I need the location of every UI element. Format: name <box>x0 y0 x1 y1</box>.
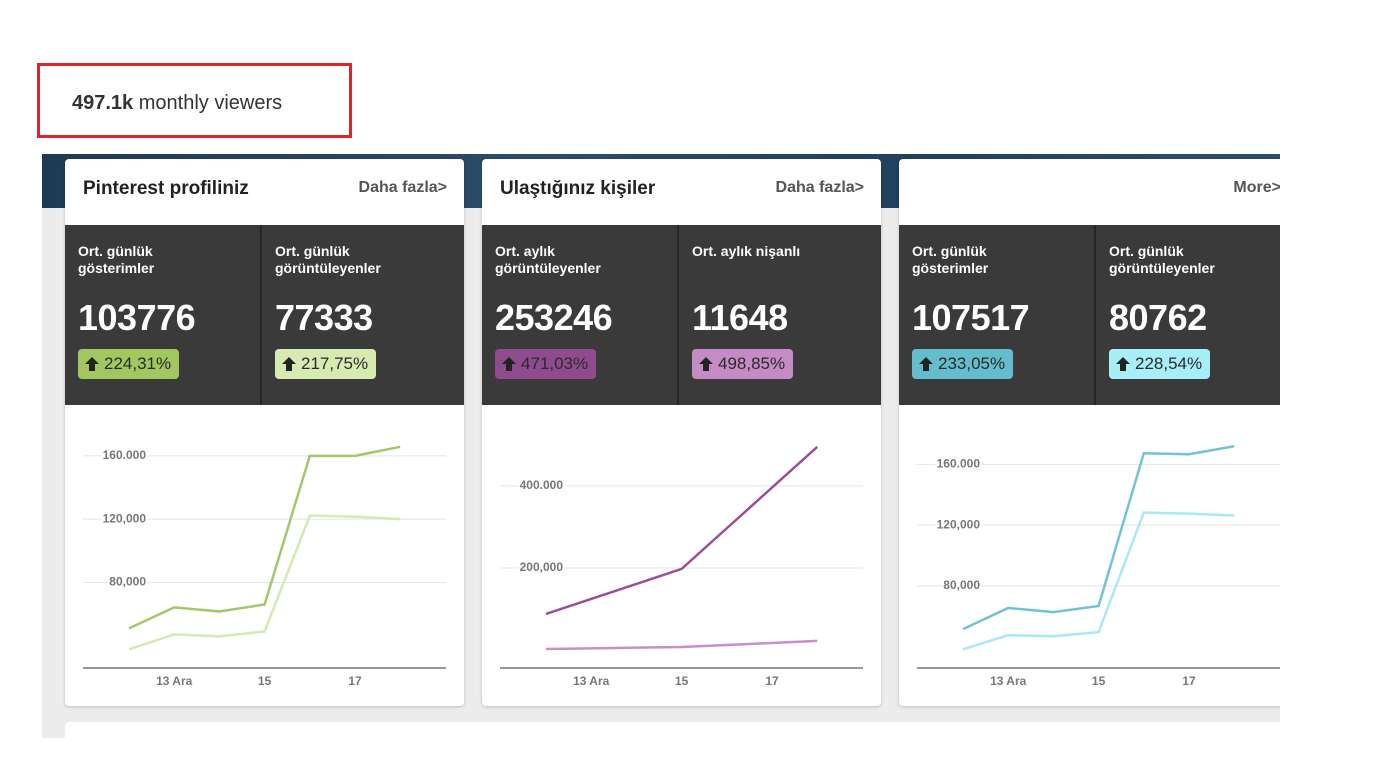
arrow <box>699 357 713 371</box>
y-tick-label: 80,000 <box>109 575 146 589</box>
change-badge: 224,31% <box>78 349 180 379</box>
arrow <box>85 357 99 371</box>
stat-label: Ort. günlük görüntüleyenler <box>275 243 381 276</box>
card-title: Pinterest profiliniz <box>83 178 249 199</box>
stat-value: 107517 <box>912 297 1030 338</box>
series-line <box>962 511 1235 651</box>
more-link[interactable]: Daha fazla> <box>358 179 447 196</box>
highlight-box: 497.1k monthly viewers <box>37 63 352 138</box>
x-tick-label: 15 <box>258 674 272 688</box>
stat-label: Ort. günlük görüntüleyenler <box>1109 243 1215 276</box>
card: Ulaştığınız kişiler Daha fazla> Ort. aylık… <box>482 159 881 706</box>
up-arrow-icon <box>919 357 933 371</box>
x-tick-label: 13 Ara <box>573 674 610 688</box>
up-arrow-icon <box>1116 357 1130 371</box>
stat: Ort. aylık görüntüleyenler 253246 471,03% <box>482 225 679 405</box>
series-line <box>128 445 401 630</box>
series-line <box>545 639 818 651</box>
arrow <box>282 357 296 371</box>
stat: Ort. günlük görüntüleyenler 80762 228,54% <box>1096 225 1280 405</box>
stats-panel: Ort. günlük gösterimler 103776 224,31% Ort.… <box>65 225 464 405</box>
up-arrow-icon <box>282 357 296 371</box>
viewers-value: 497.1k <box>72 92 134 114</box>
arrow <box>1116 357 1130 371</box>
stat-value: 253246 <box>495 297 613 338</box>
card-title: Ulaştığınız kişiler <box>500 178 656 199</box>
x-tick-label: 13 Ara <box>990 674 1027 688</box>
change-badge: 498,85% <box>692 349 794 379</box>
x-tick-label: 17 <box>1182 674 1196 688</box>
line-chart: 80,000 120,000 160.000 13 Ara 15 17 <box>83 445 446 688</box>
stat: Ort. günlük gösterimler 103776 224,31% <box>65 225 262 405</box>
stats-panel: Ort. günlük gösterimler 107517 233,05% Ort.… <box>899 225 1280 405</box>
stat-value: 11648 <box>692 297 788 338</box>
next-card <box>65 722 1280 738</box>
x-tick-label: 13 Ara <box>156 674 193 688</box>
x-tick-label: 15 <box>675 674 689 688</box>
y-tick-label: 400.000 <box>520 478 564 492</box>
series-line <box>545 446 819 616</box>
up-arrow-icon <box>502 357 516 371</box>
change-text: 224,31% <box>104 354 172 373</box>
change-text: 233,05% <box>938 354 1006 373</box>
stat: Ort. günlük gösterimler 107517 233,05% <box>899 225 1096 405</box>
more-link[interactable]: More> <box>1233 179 1280 196</box>
viewers-label: monthly viewers <box>138 92 283 114</box>
y-tick-label: 120,000 <box>103 511 147 525</box>
change-text: 217,75% <box>301 354 369 373</box>
series-line <box>128 514 401 651</box>
stat-label: Ort. günlük gösterimler <box>912 243 989 276</box>
y-tick-label: 120,000 <box>937 517 981 531</box>
series-line <box>962 445 1235 631</box>
arrow <box>919 357 933 371</box>
line-chart: 80,000 120,000 160.000 13 Ara 15 17 <box>917 445 1280 688</box>
up-arrow-icon <box>85 357 99 371</box>
change-text: 471,03% <box>521 354 589 373</box>
y-tick-label: 80,000 <box>943 578 980 592</box>
x-tick-label: 17 <box>765 674 779 688</box>
stat: Ort. aylık nişanlı 11648 498,85% <box>679 225 881 405</box>
change-text: 498,85% <box>718 354 786 373</box>
monthly-viewers: 497.1k monthly viewers <box>72 92 282 115</box>
stat: Ort. günlük görüntüleyenler 77333 217,75% <box>262 225 464 405</box>
stat-value: 77333 <box>275 297 373 338</box>
card: Pinterest profiliniz Daha fazla> Ort. günl… <box>65 159 464 706</box>
x-tick-label: 15 <box>1092 674 1106 688</box>
stat-label: Ort. günlük gösterimler <box>78 243 155 276</box>
stat-label: Ort. aylık nişanlı <box>692 243 801 259</box>
change-badge: 228,54% <box>1109 349 1211 379</box>
change-badge: 471,03% <box>495 349 597 379</box>
stats-panel: Ort. aylık görüntüleyenler 253246 471,03% O… <box>482 225 881 405</box>
dashboard: Pinterest profiliniz Daha fazla> Ort. günl… <box>42 154 1280 738</box>
change-badge: 217,75% <box>275 349 377 379</box>
y-tick-label: 160.000 <box>103 448 147 462</box>
y-tick-label: 160.000 <box>937 456 981 470</box>
more-link[interactable]: Daha fazla> <box>775 179 864 196</box>
line-chart: 200,000 400.000 13 Ara 15 17 <box>500 446 863 688</box>
card: More> Ort. günlük gösterimler 107517 233,05… <box>899 159 1280 706</box>
stat-value: 103776 <box>78 297 196 338</box>
arrow <box>502 357 516 371</box>
stat-value: 80762 <box>1109 297 1207 338</box>
change-text: 228,54% <box>1135 354 1203 373</box>
stat-label: Ort. aylık görüntüleyenler <box>495 243 601 276</box>
up-arrow-icon <box>699 357 713 371</box>
x-tick-label: 17 <box>348 674 362 688</box>
change-badge: 233,05% <box>912 349 1014 379</box>
y-tick-label: 200,000 <box>520 560 564 574</box>
